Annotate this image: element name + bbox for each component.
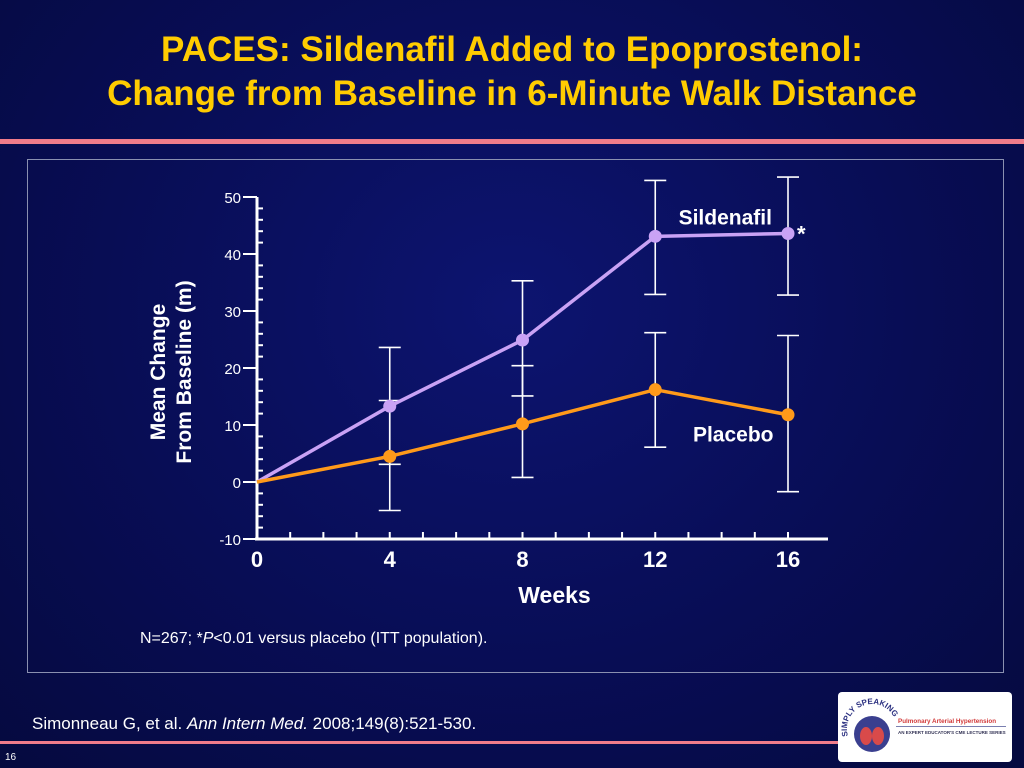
logo-main-text: Pulmonary Arterial Hypertension (898, 718, 997, 725)
significance-asterisk: * (797, 221, 806, 246)
chart-panel (27, 159, 1004, 673)
data-point-sildenafil (648, 229, 662, 243)
y-tick-label: 10 (224, 418, 241, 435)
y-tick-label: 40 (224, 247, 241, 264)
x-tick-label: 4 (384, 547, 397, 572)
y-tick-label: 50 (224, 190, 241, 207)
citation-journal: Ann Intern Med. (186, 714, 308, 733)
slide-title: PACES: Sildenafil Added to Epoprostenol:… (0, 28, 1024, 116)
data-point-placebo (648, 383, 662, 397)
y-axis-title-line: From Baseline (m) (173, 280, 196, 463)
logo-graphic: SIMPLY SPEAKING (840, 697, 1006, 752)
data-point-placebo (516, 417, 529, 431)
footnote-p-italic: P (202, 630, 214, 647)
logo-circle-icon (854, 716, 890, 752)
x-axis-title: Weeks (518, 582, 590, 608)
x-tick-label: 8 (516, 547, 528, 572)
x-tick-label: 16 (776, 547, 800, 572)
x-tick-label: 0 (251, 547, 263, 572)
citation-authors: Simonneau G, et al. (32, 714, 187, 733)
y-axis-title-line: Mean Change (147, 304, 170, 441)
citation: Simonneau G, et al. Ann Intern Med. 2008… (32, 714, 476, 734)
page-number: 16 (5, 752, 17, 763)
y-axis-title: Mean Change From Baseline (m) (147, 280, 196, 463)
title-line-2: Change from Baseline in 6-Minute Walk Di… (107, 74, 917, 113)
simply-speaking-logo: SIMPLY SPEAKING Pulmonary Arterial Hyper… (838, 692, 1012, 762)
y-tick-label: 0 (233, 475, 241, 492)
series-label-sildenafil: Sildenafil (679, 206, 772, 229)
bottom-divider (0, 741, 838, 744)
y-tick-label: 20 (224, 361, 241, 378)
data-point-placebo (383, 449, 397, 463)
logo-lung-right-icon (872, 727, 884, 745)
y-tick-label: 30 (224, 304, 241, 321)
data-point-placebo (781, 408, 795, 422)
y-tick-label: -10 (219, 532, 241, 549)
series-label-placebo: Placebo (693, 424, 774, 447)
x-tick-label: 12 (643, 547, 667, 572)
footnote-suffix: <0.01 versus placebo (ITT population). (213, 630, 488, 647)
data-point-sildenafil (516, 333, 529, 347)
logo-sub-text: AN EXPERT EDUCATOR'S CME LECTURE SERIES (898, 730, 1006, 735)
title-divider (0, 139, 1024, 144)
footnote-prefix: N=267; * (140, 630, 203, 647)
logo-lung-left-icon (860, 727, 872, 745)
title-line-1: PACES: Sildenafil Added to Epoprostenol: (161, 30, 863, 69)
citation-details: 2008;149(8):521-530. (307, 714, 477, 733)
footnote: N=267; *P<0.01 versus placebo (ITT popul… (140, 630, 487, 648)
data-point-sildenafil (383, 399, 397, 413)
data-point-sildenafil (781, 226, 795, 240)
